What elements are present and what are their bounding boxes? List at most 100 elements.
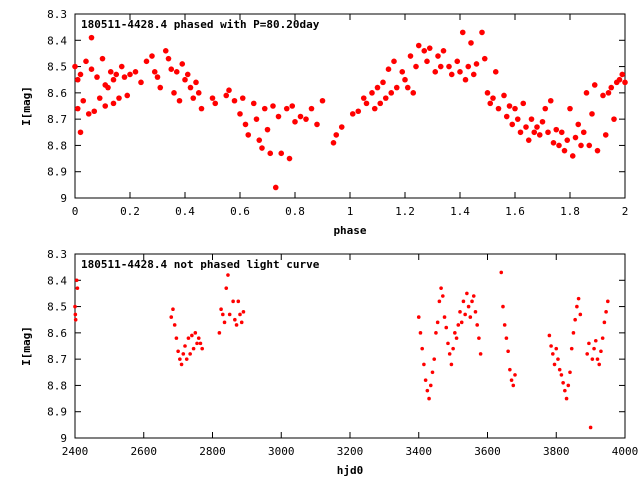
data-point [278, 150, 285, 157]
data-point [600, 336, 605, 340]
data-point [444, 325, 449, 330]
data-point [606, 299, 610, 304]
data-point [454, 58, 461, 65]
data-point [176, 349, 180, 354]
data-point [487, 100, 494, 107]
data-point [236, 299, 241, 304]
data-point [116, 95, 122, 101]
x-tick-label: 3000 [268, 445, 295, 458]
x-axis-label: hjd0 [337, 464, 364, 477]
data-point [407, 53, 414, 59]
data-point [360, 95, 367, 101]
data-point [187, 84, 194, 91]
data-point [572, 134, 579, 141]
data-point [504, 336, 509, 340]
x-tick-label: 1.8 [560, 205, 580, 218]
y-tick-label: 8.3 [47, 8, 67, 21]
data-point [165, 55, 172, 62]
data-point [226, 273, 230, 277]
data-point [404, 84, 411, 91]
data-point [434, 331, 438, 335]
data-point [468, 40, 474, 46]
data-point [468, 315, 473, 319]
data-point [231, 299, 235, 304]
data-point [179, 61, 186, 67]
data-point [221, 312, 225, 317]
data-point [314, 121, 320, 128]
data-point [183, 344, 187, 348]
data-point [583, 90, 590, 96]
data-point [503, 113, 510, 120]
data-point [591, 82, 598, 88]
data-point [355, 108, 362, 115]
x-tick-label: 4000 [612, 445, 639, 458]
data-point [250, 100, 257, 107]
data-point [585, 352, 589, 356]
data-point [576, 296, 581, 301]
data-point [513, 373, 517, 377]
data-point [602, 132, 609, 138]
data-point [465, 63, 472, 70]
data-point [162, 48, 169, 54]
data-point [569, 346, 574, 351]
x-tick-label: 2400 [62, 445, 89, 458]
data-point [222, 320, 227, 325]
y-axis-label: I[mag] [20, 86, 33, 126]
data-point [590, 357, 595, 361]
data-point [191, 346, 196, 351]
data-point [446, 341, 450, 346]
x-tick-label: 0.2 [120, 205, 140, 218]
data-point [509, 121, 516, 128]
data-point [113, 71, 120, 78]
data-point [475, 323, 479, 327]
data-point [110, 76, 117, 83]
data-point [217, 331, 222, 335]
data-point [88, 34, 95, 41]
data-point [226, 87, 232, 94]
x-tick-label: 1.4 [450, 205, 470, 218]
data-point [219, 307, 223, 312]
data-point [349, 111, 356, 117]
data-point [563, 388, 567, 393]
data-point [168, 66, 175, 72]
data-point [592, 346, 596, 351]
data-point [587, 341, 591, 346]
data-point [437, 299, 442, 304]
data-point [181, 352, 186, 356]
data-point [415, 42, 422, 49]
y-tick-label: 8.8 [47, 139, 67, 152]
data-point [425, 388, 430, 393]
x-tick-label: 3600 [474, 445, 501, 458]
data-point [611, 116, 617, 122]
data-point [578, 312, 583, 317]
data-point [391, 58, 397, 65]
y-axis-label: I[mag] [20, 326, 33, 366]
data-point [388, 90, 395, 96]
x-tick-label: 1.2 [395, 205, 415, 218]
data-point [193, 79, 199, 86]
data-point [571, 331, 576, 335]
data-point [542, 105, 549, 112]
data-point [233, 317, 237, 322]
data-point [275, 113, 282, 120]
data-point [259, 145, 265, 151]
data-point [179, 362, 184, 367]
data-point [594, 147, 601, 154]
data-point [449, 362, 454, 367]
data-point [492, 69, 499, 75]
data-point [554, 346, 559, 351]
y-tick-label: 8.6 [47, 87, 67, 100]
data-point [440, 48, 447, 54]
data-point [413, 63, 419, 70]
data-point [595, 357, 600, 361]
data-point [83, 58, 89, 65]
data-point [371, 105, 378, 112]
data-point [553, 126, 560, 133]
data-point [85, 111, 92, 117]
data-point [511, 383, 516, 388]
y-tick-label: 8.3 [47, 248, 67, 261]
y-tick-label: 8.9 [47, 406, 67, 419]
data-point [73, 304, 77, 309]
x-tick-label: 0.6 [230, 205, 250, 218]
